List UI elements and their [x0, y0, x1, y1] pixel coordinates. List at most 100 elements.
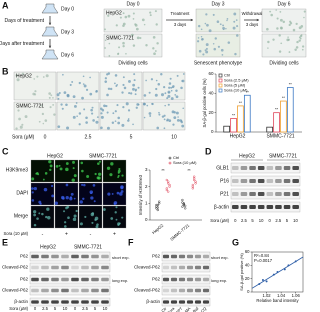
cell — [66, 126, 70, 130]
cell — [82, 197, 85, 200]
cell — [106, 93, 109, 97]
blot-band — [257, 166, 265, 170]
cell — [95, 89, 98, 92]
data-point — [191, 187, 194, 190]
cell — [56, 93, 60, 97]
blot-band — [170, 300, 178, 304]
cell — [136, 36, 140, 40]
blot-band — [275, 166, 282, 170]
cell — [52, 97, 54, 99]
cell — [40, 104, 43, 107]
significance: ** — [282, 95, 286, 100]
data-point — [191, 183, 194, 187]
cell — [116, 84, 119, 86]
panel-label: F — [128, 237, 134, 247]
cell — [298, 39, 301, 42]
arrow-head — [48, 22, 52, 25]
step-label: Treatment — [171, 11, 191, 16]
panel-label: D — [205, 146, 212, 156]
x-tick-label: 1.06 — [292, 293, 301, 298]
cell — [232, 26, 236, 30]
cell — [31, 191, 34, 194]
cell — [97, 162, 100, 165]
bar — [266, 126, 273, 133]
treatment-label: CQ — [200, 306, 208, 312]
cell — [71, 81, 74, 83]
dose-label: 5 — [286, 218, 289, 223]
cell — [267, 47, 269, 49]
cell — [166, 118, 169, 121]
cell — [236, 34, 239, 37]
cell — [155, 79, 158, 82]
cell — [21, 123, 24, 126]
cell — [45, 215, 48, 219]
dose-label: 5 — [94, 306, 97, 311]
cell — [127, 14, 131, 18]
cell — [294, 48, 297, 52]
cell — [33, 210, 37, 214]
y-axis-label: SA-β-gal positive (%) — [239, 253, 244, 291]
cell — [205, 13, 208, 16]
cell — [141, 18, 145, 22]
cell — [132, 17, 135, 20]
cell — [42, 76, 45, 78]
blot-band — [249, 192, 256, 196]
cell — [161, 115, 165, 118]
flask — [41, 26, 59, 37]
cell — [197, 24, 201, 28]
blot-band — [266, 205, 274, 209]
blot-band — [292, 205, 299, 209]
cell — [33, 213, 36, 217]
cell — [168, 119, 172, 123]
y-tick-label: 60 — [208, 71, 214, 76]
micrograph — [78, 159, 103, 183]
cell — [79, 222, 83, 226]
y-tick-label: 60 — [245, 249, 250, 254]
blot-band — [71, 277, 79, 282]
cell — [110, 217, 114, 220]
blot-band — [31, 288, 39, 293]
cell — [65, 103, 68, 107]
flask — [41, 49, 59, 60]
cell — [107, 192, 111, 196]
cell — [222, 26, 225, 30]
dose-label: 0 — [34, 306, 37, 311]
cell — [15, 74, 19, 77]
arrow-head — [48, 45, 52, 48]
blot-strip — [29, 297, 111, 307]
blot-band — [101, 300, 109, 304]
cell — [83, 84, 87, 88]
blot-band — [41, 277, 49, 282]
cell — [303, 16, 305, 19]
cell — [83, 108, 86, 111]
blot-band — [232, 192, 239, 196]
y-axis-label: Intensity of H3K9me3 — [138, 174, 143, 215]
cell — [217, 45, 220, 48]
row-label: P62 — [152, 277, 161, 282]
cell — [114, 82, 116, 85]
cell — [143, 23, 146, 26]
cell — [98, 172, 102, 176]
cell — [137, 86, 140, 89]
cell — [108, 55, 111, 57]
axis-label: Sora (μM) — [9, 306, 28, 311]
dose-label: 0 — [269, 218, 272, 223]
cell — [288, 23, 291, 27]
blot-band — [81, 254, 89, 259]
data-point — [276, 271, 279, 273]
cell — [164, 104, 166, 107]
blot-band — [31, 265, 39, 270]
cell — [91, 221, 94, 224]
blot-strip — [29, 262, 111, 273]
dose-label: 2.5 — [241, 218, 247, 223]
cell — [129, 92, 133, 95]
blot-band — [91, 265, 99, 270]
blot-band — [101, 265, 109, 270]
blot-band — [51, 277, 59, 282]
data-point — [168, 183, 171, 187]
cell — [115, 218, 118, 221]
blot-band — [61, 300, 69, 304]
cell — [133, 73, 136, 76]
legend-swatch — [218, 88, 223, 93]
